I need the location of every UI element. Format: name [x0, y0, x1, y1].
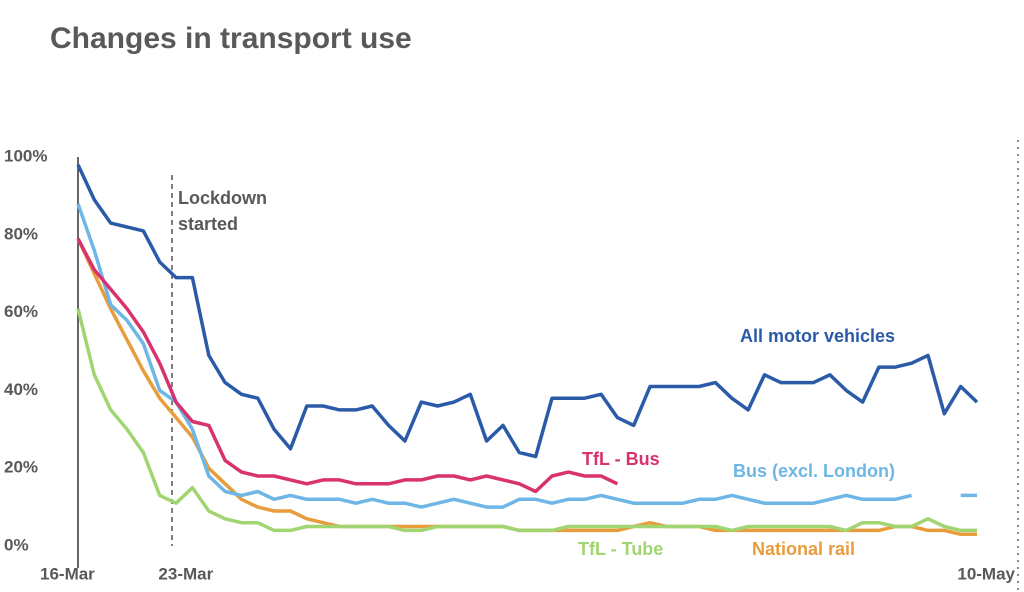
series-label: TfL - Bus — [582, 449, 660, 469]
y-tick-label: 100% — [4, 146, 47, 165]
x-tick-label: 16-Mar — [40, 564, 95, 583]
y-tick-label: 20% — [4, 458, 38, 477]
y-tick-label: 60% — [4, 302, 38, 321]
annotation: Lockdown — [178, 188, 267, 208]
series-label: National rail — [752, 539, 855, 559]
line — [76, 203, 977, 509]
line — [76, 237, 619, 494]
chart-title: Changes in transport use — [50, 22, 412, 55]
series-label: Bus (excl. London) — [733, 461, 895, 481]
series-label: TfL - Tube — [578, 539, 663, 559]
y-tick-label: 40% — [4, 380, 38, 399]
y-tick-label: 80% — [4, 224, 38, 243]
series-label: All motor vehicles — [740, 326, 895, 346]
x-tick-label: 10-May — [957, 564, 1015, 583]
y-tick-label: 0% — [4, 535, 29, 554]
x-tick-label: 23-Mar — [158, 564, 213, 583]
line — [76, 308, 977, 533]
line — [76, 164, 979, 459]
annotation: started — [178, 214, 238, 234]
